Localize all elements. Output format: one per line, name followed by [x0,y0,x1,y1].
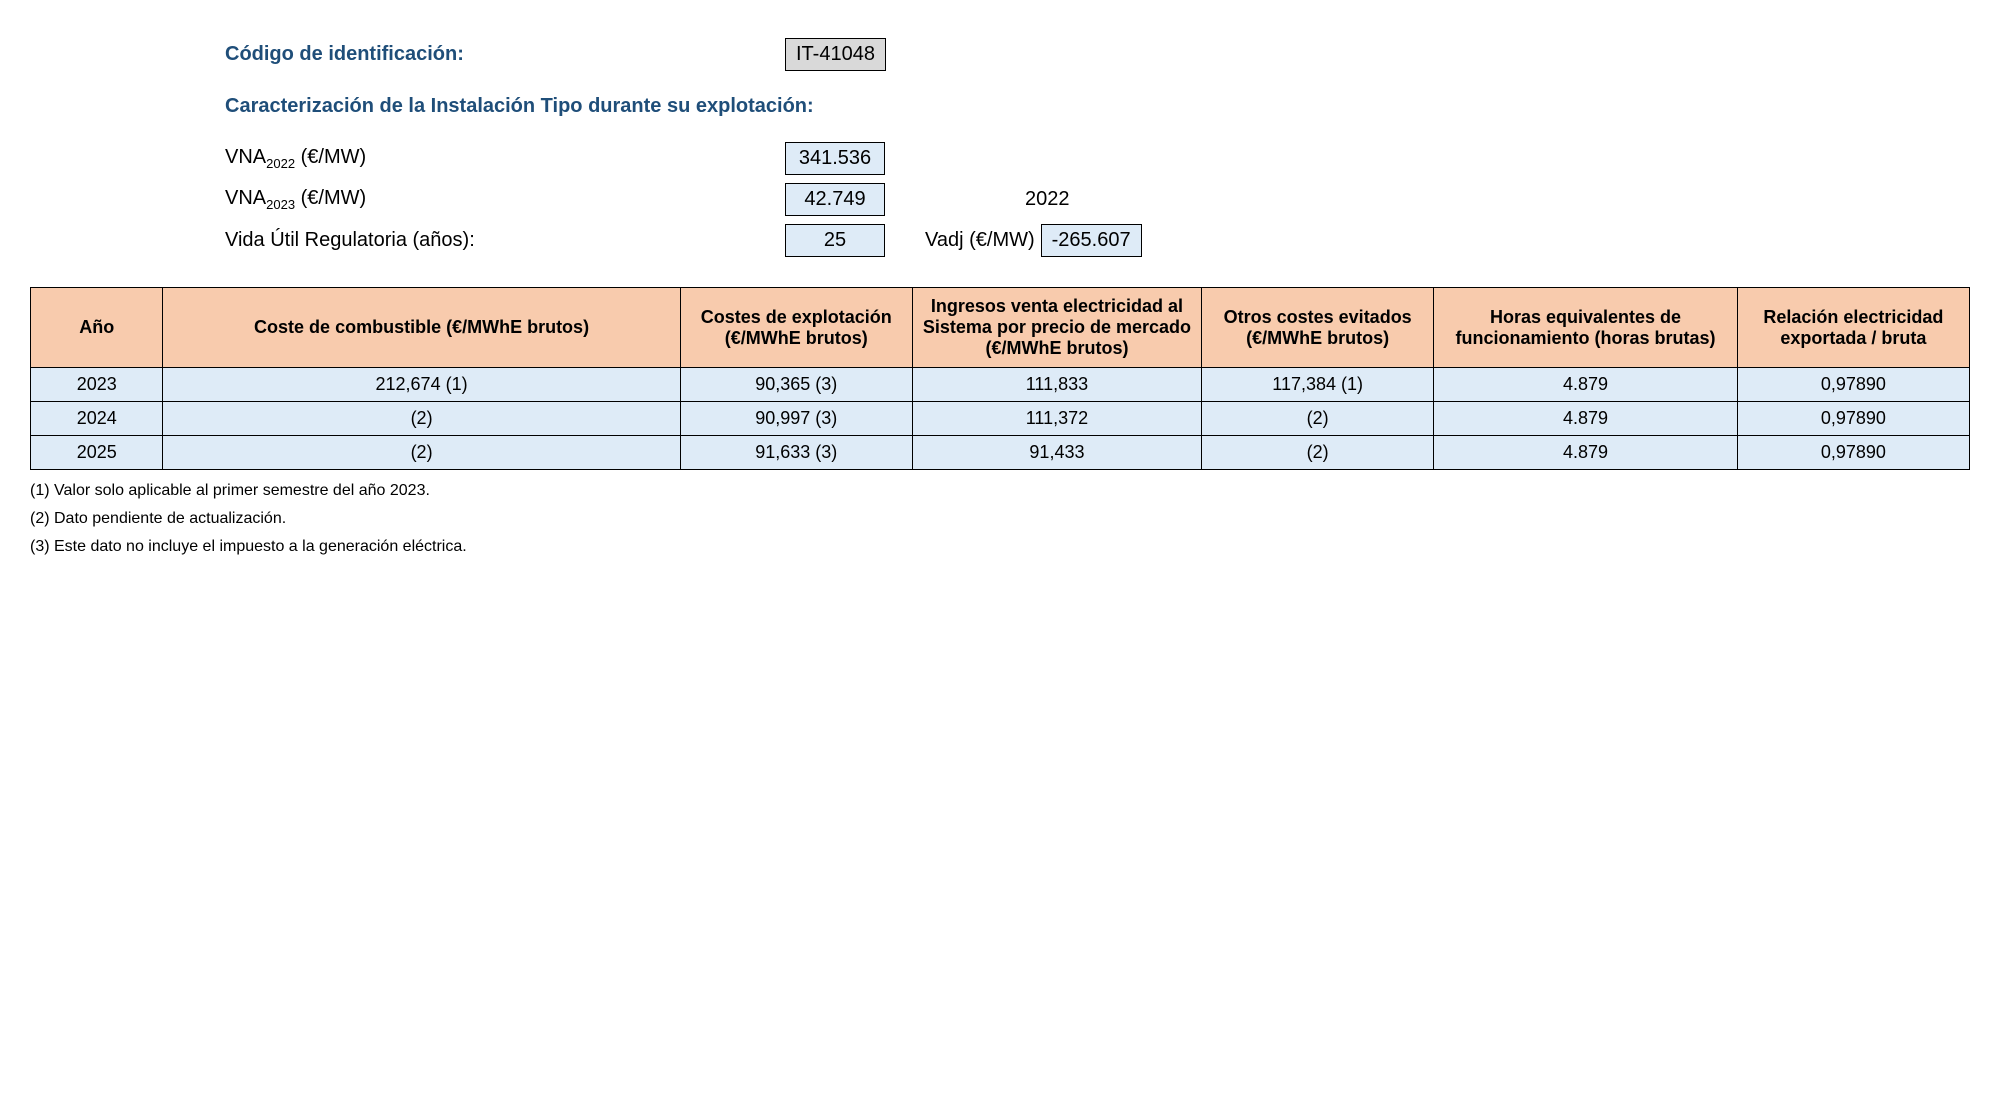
vna2023-row: VNA2023 (€/MW) 42.749 2022 [225,183,1970,216]
table-cell: 4.879 [1434,368,1737,402]
table-cell: 0,97890 [1737,368,1969,402]
vadj-label: Vadj (€/MW) [925,229,1035,252]
caracterizacion-row: Caracterización de la Instalación Tipo d… [225,95,1970,118]
table-cell: 2025 [31,436,163,470]
caracterizacion-label: Caracterización de la Instalación Tipo d… [225,95,814,118]
vna2023-prefix: VNA [225,187,266,209]
table-header-row: Año Coste de combustible (€/MWhE brutos)… [31,288,1970,368]
vna2022-value: 341.536 [785,142,885,175]
vadj-value: -265.607 [1041,224,1142,257]
th-comb: Coste de combustible (€/MWhE brutos) [163,288,680,368]
header-block: Código de identificación: IT-41048 Carac… [225,38,1970,257]
vna2022-suffix: (€/MW) [295,146,366,168]
th-rel: Relación electricidad exportada / bruta [1737,288,1969,368]
table-row: 2025(2)91,633 (3)91,433(2)4.8790,97890 [31,436,1970,470]
vna2022-label: VNA2022 (€/MW) [225,146,785,171]
table-cell: 111,372 [912,402,1201,436]
table-cell: 91,433 [912,436,1201,470]
th-oc: Otros costes evitados (€/MWhE brutos) [1202,288,1434,368]
table-cell: 2023 [31,368,163,402]
vida-row: Vida Útil Regulatoria (años): 25 Vadj (€… [225,224,1970,257]
vna2023-suffix: (€/MW) [295,187,366,209]
table-cell: 90,997 (3) [680,402,912,436]
codigo-label: Código de identificación: [225,43,785,66]
th-exp: Costes de explotación (€/MWhE brutos) [680,288,912,368]
table-cell: 111,833 [912,368,1201,402]
data-table: Año Coste de combustible (€/MWhE brutos)… [30,287,1970,470]
footnote-1: (1) Valor solo aplicable al primer semes… [30,482,1970,500]
codigo-value: IT-41048 [785,38,886,71]
vna2022-row: VNA2022 (€/MW) 341.536 [225,142,1970,175]
table-body: 2023212,674 (1)90,365 (3)111,833117,384 … [31,368,1970,470]
vna2023-sub: 2023 [266,197,295,212]
table-cell: 212,674 (1) [163,368,680,402]
table-cell: 91,633 (3) [680,436,912,470]
table-cell: 90,365 (3) [680,368,912,402]
table-row: 2023212,674 (1)90,365 (3)111,833117,384 … [31,368,1970,402]
footnote-2: (2) Dato pendiente de actualización. [30,510,1970,528]
th-horas: Horas equivalentes de funcionamiento (ho… [1434,288,1737,368]
table-cell: (2) [1202,402,1434,436]
table-cell: 4.879 [1434,402,1737,436]
vna2023-label: VNA2023 (€/MW) [225,187,785,212]
th-ing: Ingresos venta electricidad al Sistema p… [912,288,1201,368]
table-cell: 0,97890 [1737,436,1969,470]
vna2023-value: 42.749 [785,183,885,216]
vna2022-prefix: VNA [225,146,266,168]
footnotes: (1) Valor solo aplicable al primer semes… [30,482,1970,556]
vida-value: 25 [785,224,885,257]
th-ano: Año [31,288,163,368]
table-cell: (2) [163,436,680,470]
table-cell: 2024 [31,402,163,436]
table-cell: 117,384 (1) [1202,368,1434,402]
table-cell: (2) [1202,436,1434,470]
table-cell: 0,97890 [1737,402,1969,436]
table-cell: (2) [163,402,680,436]
codigo-row: Código de identificación: IT-41048 [225,38,1970,71]
footnote-3: (3) Este dato no incluye el impuesto a l… [30,538,1970,556]
table-cell: 4.879 [1434,436,1737,470]
vida-label: Vida Útil Regulatoria (años): [225,229,785,252]
table-row: 2024(2)90,997 (3)111,372(2)4.8790,97890 [31,402,1970,436]
vna2022-sub: 2022 [266,156,295,171]
year-ref: 2022 [1025,188,1070,211]
table-head: Año Coste de combustible (€/MWhE brutos)… [31,288,1970,368]
